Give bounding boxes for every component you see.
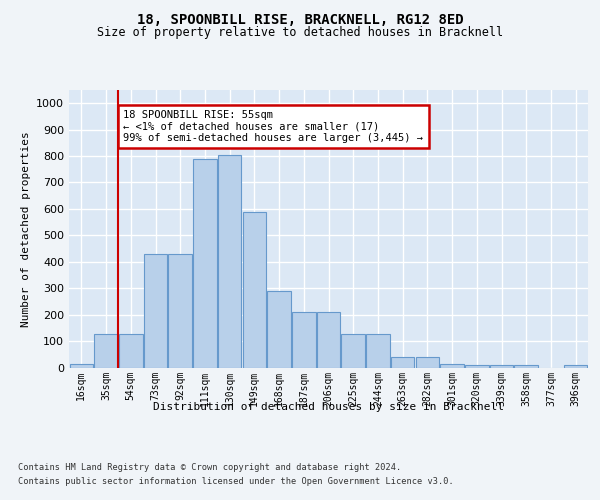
Bar [119, 334, 143, 368]
Bar [490, 365, 513, 368]
Bar [268, 291, 291, 368]
Bar [391, 357, 415, 368]
Bar [70, 364, 93, 368]
Bar [94, 334, 118, 368]
Bar [440, 364, 464, 368]
Y-axis label: Number of detached properties: Number of detached properties [20, 131, 31, 326]
Bar [341, 334, 365, 368]
Bar [169, 254, 192, 368]
Bar [193, 158, 217, 368]
Bar [218, 154, 241, 368]
Text: 18 SPOONBILL RISE: 55sqm
← <1% of detached houses are smaller (17)
99% of semi-d: 18 SPOONBILL RISE: 55sqm ← <1% of detach… [124, 110, 424, 143]
Text: Size of property relative to detached houses in Bracknell: Size of property relative to detached ho… [97, 26, 503, 39]
Bar [465, 365, 488, 368]
Bar [317, 312, 340, 368]
Bar [514, 365, 538, 368]
Bar [292, 312, 316, 368]
Bar [242, 212, 266, 368]
Bar [366, 334, 389, 368]
Text: Distribution of detached houses by size in Bracknell: Distribution of detached houses by size … [153, 402, 504, 412]
Bar [416, 357, 439, 368]
Bar [564, 365, 587, 368]
Text: Contains HM Land Registry data © Crown copyright and database right 2024.: Contains HM Land Registry data © Crown c… [18, 462, 401, 471]
Text: 18, SPOONBILL RISE, BRACKNELL, RG12 8ED: 18, SPOONBILL RISE, BRACKNELL, RG12 8ED [137, 12, 463, 26]
Bar [144, 254, 167, 368]
Text: Contains public sector information licensed under the Open Government Licence v3: Contains public sector information licen… [18, 478, 454, 486]
